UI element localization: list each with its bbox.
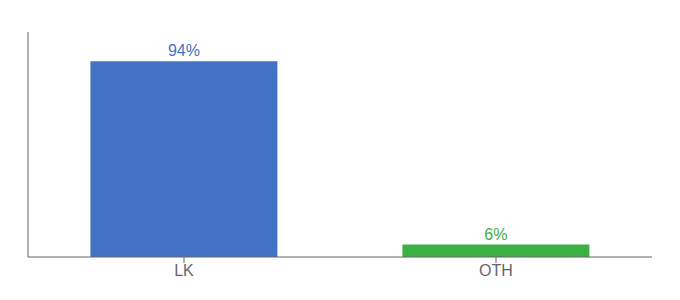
svg-text:6%: 6%: [484, 226, 507, 243]
svg-text:94%: 94%: [168, 42, 200, 59]
svg-text:OTH: OTH: [479, 262, 513, 279]
svg-text:LK: LK: [174, 262, 194, 279]
